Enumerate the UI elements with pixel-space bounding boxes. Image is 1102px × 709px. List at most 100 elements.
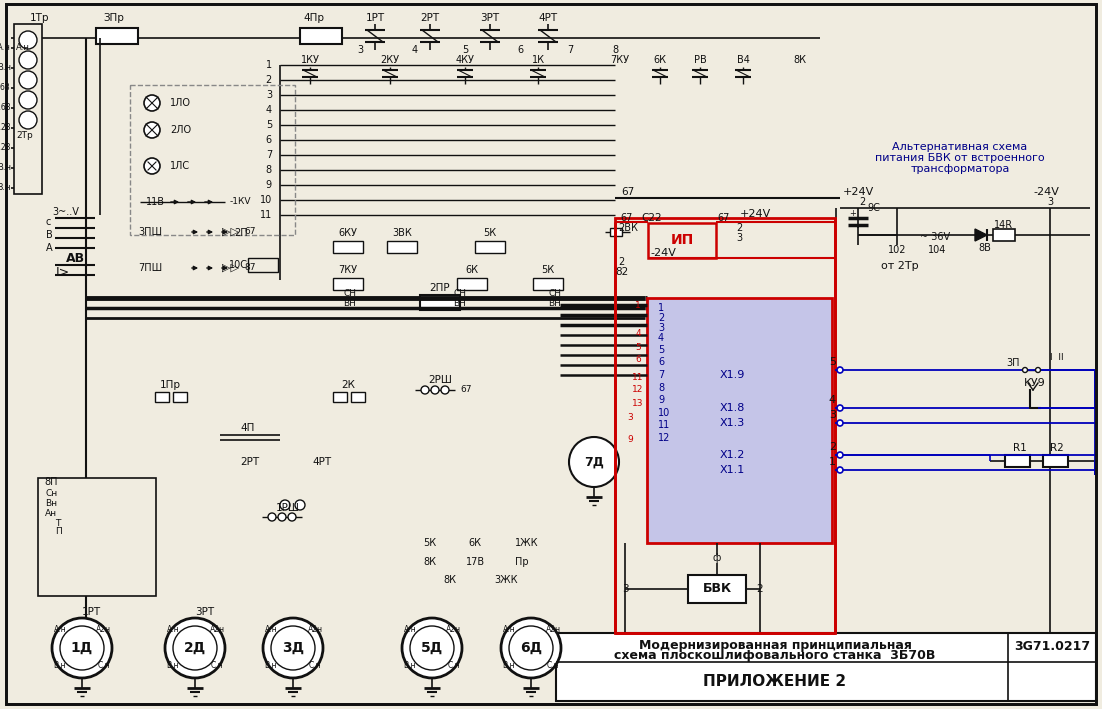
- Text: 1РШ: 1РШ: [277, 503, 300, 513]
- Text: Вн: Вн: [45, 498, 57, 508]
- Text: 3РТ: 3РТ: [480, 13, 499, 23]
- Text: I>: I>: [56, 265, 71, 279]
- Text: 1: 1: [658, 303, 665, 313]
- Text: 10С: 10С: [229, 260, 248, 270]
- Text: ИП: ИП: [670, 233, 693, 247]
- Text: Ан: Ан: [45, 508, 57, 518]
- Text: С.н: С.н: [210, 661, 224, 671]
- Text: 4П: 4П: [241, 423, 256, 433]
- Text: В.н: В.н: [503, 661, 516, 671]
- Circle shape: [569, 437, 619, 487]
- Text: 7: 7: [566, 45, 573, 55]
- Text: А: А: [46, 243, 53, 253]
- Circle shape: [501, 618, 561, 678]
- Text: 3: 3: [736, 233, 742, 243]
- Circle shape: [509, 626, 553, 670]
- Text: С22: С22: [641, 213, 661, 223]
- Text: СН: СН: [344, 289, 357, 298]
- Text: С.н: С.н: [309, 661, 322, 671]
- Circle shape: [19, 91, 37, 109]
- Text: 3: 3: [266, 90, 272, 100]
- Text: 3: 3: [622, 584, 628, 594]
- Text: ВН: ВН: [454, 298, 466, 308]
- Text: +24V: +24V: [741, 209, 771, 219]
- Text: 1К: 1К: [531, 55, 544, 65]
- Text: 2: 2: [266, 75, 272, 85]
- Text: 14R: 14R: [994, 220, 1014, 230]
- Text: 8: 8: [658, 383, 665, 393]
- Text: А.н: А.н: [503, 625, 516, 635]
- Bar: [387, 241, 417, 253]
- Text: А.н: А.н: [54, 625, 66, 635]
- Circle shape: [278, 513, 287, 521]
- Text: 6: 6: [635, 355, 641, 364]
- Text: В.н: В.н: [264, 661, 278, 671]
- Text: А2н: А2н: [209, 625, 225, 635]
- Circle shape: [838, 467, 843, 473]
- Text: схема плоскошлифовального станка  3Б70В: схема плоскошлифовального станка 3Б70В: [614, 649, 936, 662]
- Circle shape: [60, 626, 104, 670]
- Text: Сн: Сн: [45, 489, 57, 498]
- Bar: [557, 633, 1096, 701]
- Bar: [615, 218, 835, 633]
- Text: 9: 9: [627, 435, 633, 445]
- Text: 3ЖК: 3ЖК: [495, 575, 518, 585]
- Text: 5Д: 5Д: [421, 641, 443, 655]
- Circle shape: [1036, 367, 1040, 372]
- Text: 12: 12: [633, 386, 644, 394]
- Bar: [611, 228, 622, 236]
- Circle shape: [144, 122, 160, 138]
- Polygon shape: [975, 229, 987, 241]
- Text: 3: 3: [357, 45, 363, 55]
- Text: 2: 2: [618, 257, 624, 267]
- Text: 3: 3: [658, 323, 665, 333]
- Bar: [688, 575, 746, 603]
- Text: 2: 2: [829, 442, 836, 452]
- Text: R2: R2: [1050, 443, 1063, 453]
- Text: 10: 10: [658, 408, 670, 418]
- Circle shape: [144, 95, 160, 111]
- Text: трансформатора: трансформатора: [910, 164, 1009, 174]
- Text: 4: 4: [829, 395, 836, 405]
- Text: 1: 1: [266, 60, 272, 70]
- Text: 7: 7: [658, 370, 665, 380]
- Text: СН: СН: [549, 289, 562, 298]
- Text: 4КУ: 4КУ: [455, 55, 475, 65]
- Text: ЗПр: ЗПр: [102, 13, 123, 23]
- Text: 6: 6: [517, 45, 523, 55]
- Text: В128: В128: [0, 143, 11, 152]
- Circle shape: [19, 31, 37, 49]
- Circle shape: [271, 626, 315, 670]
- Text: ПРИЛОЖЕНИЕ 2: ПРИЛОЖЕНИЕ 2: [703, 674, 846, 689]
- Text: А.н: А.н: [264, 625, 278, 635]
- Circle shape: [838, 420, 843, 426]
- Text: R1: R1: [1013, 443, 1027, 453]
- Text: 8: 8: [266, 165, 272, 175]
- Text: 5: 5: [635, 342, 641, 352]
- Text: 3П: 3П: [1006, 358, 1020, 368]
- Text: 4: 4: [635, 328, 640, 337]
- Text: 1РТ: 1РТ: [82, 607, 101, 617]
- Text: питания БВК от встроенного: питания БВК от встроенного: [875, 153, 1045, 163]
- Text: 67: 67: [245, 228, 256, 237]
- Text: +: +: [850, 208, 856, 218]
- Text: 8К: 8К: [443, 575, 456, 585]
- Text: 87: 87: [245, 264, 256, 272]
- Bar: [533, 278, 563, 290]
- Text: 7КУ: 7КУ: [611, 55, 629, 65]
- Text: 67: 67: [620, 213, 633, 223]
- Text: АВ: АВ: [65, 252, 85, 264]
- Text: 5: 5: [266, 120, 272, 130]
- Bar: [475, 241, 505, 253]
- Text: 11: 11: [633, 374, 644, 382]
- Text: А2н: А2н: [446, 625, 462, 635]
- Text: ▷▷: ▷▷: [222, 227, 238, 237]
- Text: КУ9: КУ9: [1024, 378, 1046, 388]
- Text: 5К: 5К: [423, 538, 436, 548]
- Text: 8В: 8В: [979, 243, 992, 253]
- Text: 8.н: 8.н: [0, 184, 11, 193]
- Circle shape: [402, 618, 462, 678]
- Text: 2: 2: [736, 223, 743, 233]
- Text: А.н: А.н: [17, 43, 30, 52]
- Text: 6К: 6К: [653, 55, 667, 65]
